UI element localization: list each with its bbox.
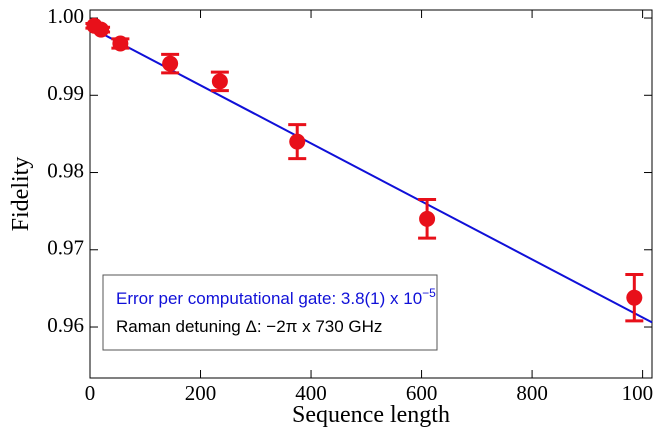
data-point <box>112 35 129 52</box>
y-tick-label: 0.98 <box>47 158 84 182</box>
data-point <box>626 289 643 306</box>
data-point <box>419 210 436 227</box>
x-tick-label: 800 <box>516 381 548 405</box>
data-point <box>211 73 228 90</box>
data-point <box>93 21 110 38</box>
annotation-box <box>102 274 438 351</box>
y-tick-label: 0.96 <box>47 313 84 337</box>
y-tick-label: 0.97 <box>47 236 84 260</box>
fit-line <box>89 26 653 324</box>
y-axis-label: Fidelity <box>8 157 34 232</box>
x-tick-label: 400 <box>295 381 327 405</box>
annotation-superscript: −5 <box>422 286 436 300</box>
x-axis-label: Sequence length <box>292 402 450 428</box>
data-point <box>289 133 306 150</box>
annotation: Error per computational gate: 3.8(1) x 1… <box>116 286 436 308</box>
annotation-text: Raman detuning Δ: −2π x 730 GHz <box>116 317 382 336</box>
annotation-text: Error per computational gate: 3.8(1) x 1… <box>116 289 422 308</box>
y-tick-label: 0.99 <box>47 81 84 105</box>
plot-frame <box>89 9 653 379</box>
annotation: Raman detuning Δ: −2π x 730 GHz <box>116 317 382 336</box>
x-tick-label: 0 <box>85 381 96 405</box>
x-tick-label: 600 <box>406 381 438 405</box>
y-tick-label: 1.00 <box>47 4 84 28</box>
x-tick-label: 200 <box>185 381 217 405</box>
data-point <box>162 55 179 72</box>
